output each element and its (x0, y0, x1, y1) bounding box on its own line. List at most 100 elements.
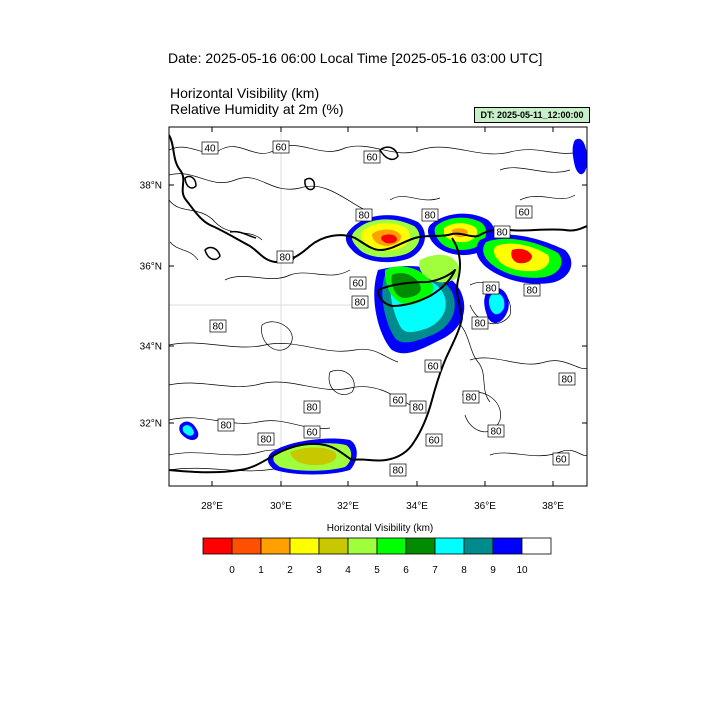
lon-label: 38°E (542, 501, 564, 512)
variable-label-humidity: Relative Humidity at 2m (%) (170, 101, 344, 117)
contour-label: 80 (482, 281, 500, 295)
vis-area-syria (488, 292, 505, 315)
svg-text:80: 80 (358, 211, 370, 222)
colorbar-tick-label: 7 (432, 565, 438, 576)
contour-label: 60 (425, 433, 443, 447)
svg-text:80: 80 (490, 427, 502, 438)
colorbar-tick-label: 8 (461, 565, 467, 576)
contour-labels: 40 60 60 80 80 60 80 80 60 80 80 80 80 60 80 80 80 80 80 60… (201, 140, 576, 477)
colorbar-swatch (521, 537, 552, 555)
vis-area-west-egypt (182, 425, 194, 436)
svg-text:40: 40 (204, 144, 216, 155)
contour-label: 80 (421, 208, 439, 222)
contour-label: 60 (424, 359, 442, 373)
svg-text:80: 80 (474, 319, 486, 330)
svg-text:80: 80 (260, 435, 272, 446)
colorbar-swatch (405, 537, 436, 555)
svg-text:60: 60 (427, 362, 439, 373)
visibility-shading (179, 138, 587, 475)
colorbar-tick-label: 5 (374, 565, 380, 576)
svg-text:60: 60 (392, 396, 404, 407)
contour-label: 80 (471, 316, 489, 330)
contour-label: 60 (363, 150, 381, 164)
lat-label: 38°N (140, 181, 162, 192)
svg-text:60: 60 (352, 279, 364, 290)
contour-label: 80 (257, 432, 275, 446)
colorbar-swatch (347, 537, 378, 555)
colorbar: 0 1 2 3 4 5 6 7 8 9 10 (202, 537, 552, 576)
svg-text:60: 60 (518, 208, 530, 219)
colorbar-tick-label: 4 (345, 565, 351, 576)
contour-label: 60 (389, 393, 407, 407)
svg-text:80: 80 (526, 286, 538, 297)
contour-label: 80 (462, 390, 480, 404)
coastline-crete (229, 230, 257, 239)
map-frame (168, 126, 588, 487)
variable-label-visibility: Horizontal Visibility (km) (170, 85, 320, 101)
latitude-axis: 38°N 36°N 34°N 32°N (140, 181, 587, 430)
vis-area-cyprus (391, 273, 421, 298)
svg-text:60: 60 (366, 153, 378, 164)
lon-label: 36°E (474, 501, 496, 512)
colorbar-swatch (434, 537, 465, 555)
svg-text:80: 80 (496, 228, 508, 239)
colorbar-swatch (492, 537, 523, 555)
contour-label: 60 (552, 452, 570, 466)
contour-label: 80 (523, 283, 541, 297)
contour-label: 80 (276, 250, 294, 264)
contour-label: 80 (558, 372, 576, 386)
lon-label: 34°E (406, 501, 428, 512)
colorbar-swatch (463, 537, 494, 555)
contour-label: 60 (303, 425, 321, 439)
svg-text:80: 80 (354, 298, 366, 309)
colorbar-title: Horizontal Visibility (km) (326, 523, 434, 534)
lon-label: 32°E (337, 501, 359, 512)
svg-text:80: 80 (306, 403, 318, 414)
svg-text:80: 80 (465, 393, 477, 404)
colorbar-swatch (231, 537, 262, 555)
contour-label: 60 (272, 140, 290, 154)
lat-label: 36°N (140, 262, 162, 273)
map-content (169, 127, 587, 486)
svg-text:60: 60 (306, 428, 318, 439)
svg-text:80: 80 (212, 322, 224, 333)
svg-text:60: 60 (275, 143, 287, 154)
colorbar-tick-label: 6 (403, 565, 409, 576)
forecast-init-badge: DT: 2025-05-11_12:00:00 (474, 107, 590, 123)
colorbar-tick-label: 0 (229, 565, 235, 576)
colorbar-tick-label: 1 (258, 565, 264, 576)
colorbar-swatch (376, 537, 407, 555)
svg-text:80: 80 (392, 466, 404, 477)
svg-text:80: 80 (220, 421, 232, 432)
coastline-island (204, 246, 221, 261)
vis-area-syria (572, 138, 587, 175)
contour-label: 80 (303, 400, 321, 414)
svg-text:80: 80 (561, 375, 573, 386)
vis-area-egypt-coast (290, 447, 337, 466)
lat-label: 32°N (140, 419, 162, 430)
contour-label: 80 (355, 208, 373, 222)
colorbar-tick-label: 2 (287, 565, 293, 576)
colorbar-swatch (318, 537, 349, 555)
longitude-axis: 28°E 30°E 32°E 34°E 36°E 38°E (201, 127, 564, 512)
colorbar-tick-label: 9 (490, 565, 496, 576)
contour-label: 80 (217, 418, 235, 432)
vis-area-cyprus (419, 254, 461, 283)
contour-label: 40 (201, 141, 219, 155)
contour-label: 80 (409, 400, 427, 414)
lon-label: 30°E (270, 501, 292, 512)
colorbar-swatch (202, 537, 233, 555)
coastline-island (184, 175, 197, 189)
coastline-cyprus (377, 269, 456, 307)
vis-area-syria (511, 248, 532, 264)
colorbar-tick-label: 3 (316, 565, 322, 576)
vis-area-turkey-coast (381, 234, 397, 244)
colorbar-swatch (260, 537, 291, 555)
svg-text:60: 60 (428, 436, 440, 447)
coastline-island (304, 177, 316, 191)
lat-label: 34°N (140, 342, 162, 353)
coastline-egypt (169, 442, 353, 474)
colorbar-tick-label: 10 (516, 565, 528, 576)
contour-label: 80 (351, 295, 369, 309)
coastline-levant (351, 237, 463, 462)
